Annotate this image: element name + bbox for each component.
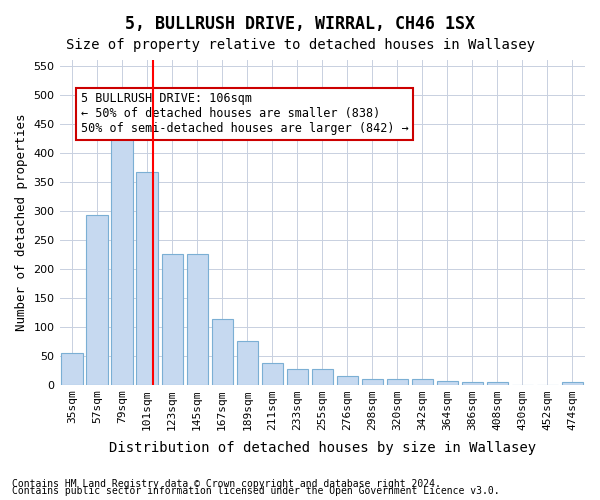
- Bar: [112, 136, 133, 384]
- Bar: [437, 381, 458, 384]
- Bar: [311, 369, 333, 384]
- Bar: [61, 352, 83, 384]
- Bar: [236, 341, 258, 384]
- Bar: [337, 376, 358, 384]
- X-axis label: Distribution of detached houses by size in Wallasey: Distribution of detached houses by size …: [109, 441, 536, 455]
- Bar: [387, 378, 408, 384]
- Bar: [212, 319, 233, 384]
- Text: 5, BULLRUSH DRIVE, WIRRAL, CH46 1SX: 5, BULLRUSH DRIVE, WIRRAL, CH46 1SX: [125, 15, 475, 33]
- Bar: [161, 254, 183, 384]
- Bar: [562, 382, 583, 384]
- Text: Contains public sector information licensed under the Open Government Licence v3: Contains public sector information licen…: [12, 486, 500, 496]
- Bar: [136, 172, 158, 384]
- Bar: [287, 369, 308, 384]
- Bar: [412, 378, 433, 384]
- Bar: [362, 378, 383, 384]
- Bar: [86, 216, 108, 384]
- Bar: [262, 362, 283, 384]
- Text: Size of property relative to detached houses in Wallasey: Size of property relative to detached ho…: [65, 38, 535, 52]
- Text: 5 BULLRUSH DRIVE: 106sqm
← 50% of detached houses are smaller (838)
50% of semi-: 5 BULLRUSH DRIVE: 106sqm ← 50% of detach…: [80, 92, 409, 136]
- Bar: [487, 382, 508, 384]
- Y-axis label: Number of detached properties: Number of detached properties: [15, 114, 28, 331]
- Bar: [187, 254, 208, 384]
- Bar: [462, 382, 483, 384]
- Text: Contains HM Land Registry data © Crown copyright and database right 2024.: Contains HM Land Registry data © Crown c…: [12, 479, 441, 489]
